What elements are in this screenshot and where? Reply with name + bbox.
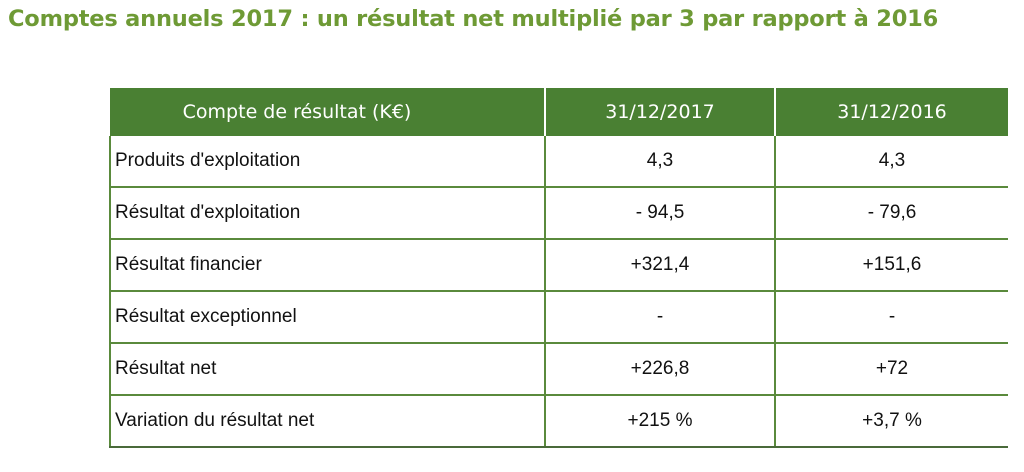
row-label: Produits d'exploitation: [109, 136, 545, 188]
row-label: Résultat net: [109, 343, 545, 396]
table-row: Variation du résultat net +215 % +3,7 %: [109, 395, 1008, 448]
value-2016: +72: [774, 343, 1008, 396]
row-label: Résultat financier: [109, 239, 545, 292]
value-2017: +226,8: [544, 343, 775, 396]
header-label-column: Compte de résultat (K€): [110, 88, 545, 136]
value-2017: +321,4: [544, 239, 775, 292]
page-title: Comptes annuels 2017 : un résultat net m…: [8, 6, 939, 32]
row-label: Résultat d'exploitation: [109, 187, 545, 240]
table-row: Résultat net +226,8 +72: [109, 343, 1008, 396]
header-2017-column: 31/12/2017: [544, 88, 775, 136]
value-2017: +215 %: [544, 395, 775, 448]
value-2017: -: [544, 291, 775, 344]
table-row: Produits d'exploitation 4,3 4,3: [109, 136, 1008, 188]
header-row: Compte de résultat (K€) 31/12/2017 31/12…: [110, 88, 1008, 136]
row-label: Résultat exceptionnel: [109, 291, 545, 344]
value-2016: -: [774, 291, 1008, 344]
table-row: Résultat financier +321,4 +151,6: [109, 239, 1008, 292]
value-2016: 4,3: [774, 136, 1008, 188]
header-2016-column: 31/12/2016: [774, 88, 1008, 136]
income-statement-table: Compte de résultat (K€) 31/12/2017 31/12…: [109, 88, 1008, 448]
value-2016: +3,7 %: [774, 395, 1008, 448]
value-2017: - 94,5: [544, 187, 775, 240]
table-row: Résultat exceptionnel - -: [109, 291, 1008, 344]
value-2016: +151,6: [774, 239, 1008, 292]
table-header: Compte de résultat (K€) 31/12/2017 31/12…: [110, 88, 1008, 136]
table-row: Résultat d'exploitation - 94,5 - 79,6: [109, 187, 1008, 240]
value-2016: - 79,6: [774, 187, 1008, 240]
value-2017: 4,3: [544, 136, 775, 188]
row-label: Variation du résultat net: [109, 395, 545, 448]
